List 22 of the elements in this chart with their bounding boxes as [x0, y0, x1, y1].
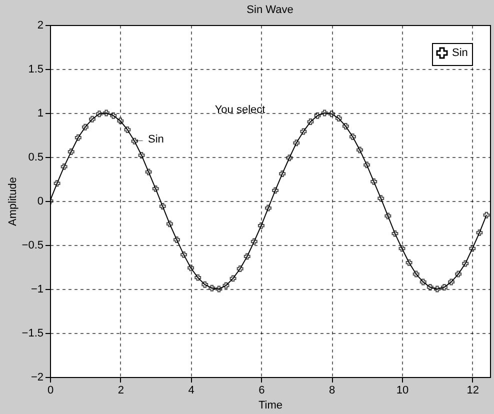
legend-label: Sin: [452, 47, 468, 59]
y-axis-title: Amplitude: [6, 177, 19, 226]
x-tick-label: 12: [466, 384, 480, 396]
annotation: ← Sin: [134, 133, 164, 146]
y-tick-label: 0: [37, 196, 44, 208]
y-tick-label: −1.5: [22, 328, 44, 340]
x-tick-label: 6: [258, 384, 265, 396]
x-tick-label: 4: [188, 384, 194, 396]
y-tick-label: −2: [30, 372, 44, 384]
annotation: You select: [214, 104, 266, 116]
x-tick-label: 0: [47, 384, 54, 396]
chart-title: Sin Wave: [246, 4, 294, 16]
y-tick-label: 1.5: [28, 64, 44, 76]
x-tick-label: 10: [396, 384, 409, 396]
x-axis-title: Time: [258, 400, 283, 412]
y-tick-label: −0.5: [22, 240, 44, 252]
x-tick-label: 2: [118, 384, 124, 396]
y-tick-label: 2: [37, 20, 44, 32]
y-tick-label: −1: [30, 284, 44, 296]
x-tick-label: 8: [329, 384, 336, 396]
y-tick-label: 1: [37, 108, 44, 120]
y-tick-label: 0.5: [28, 152, 44, 164]
